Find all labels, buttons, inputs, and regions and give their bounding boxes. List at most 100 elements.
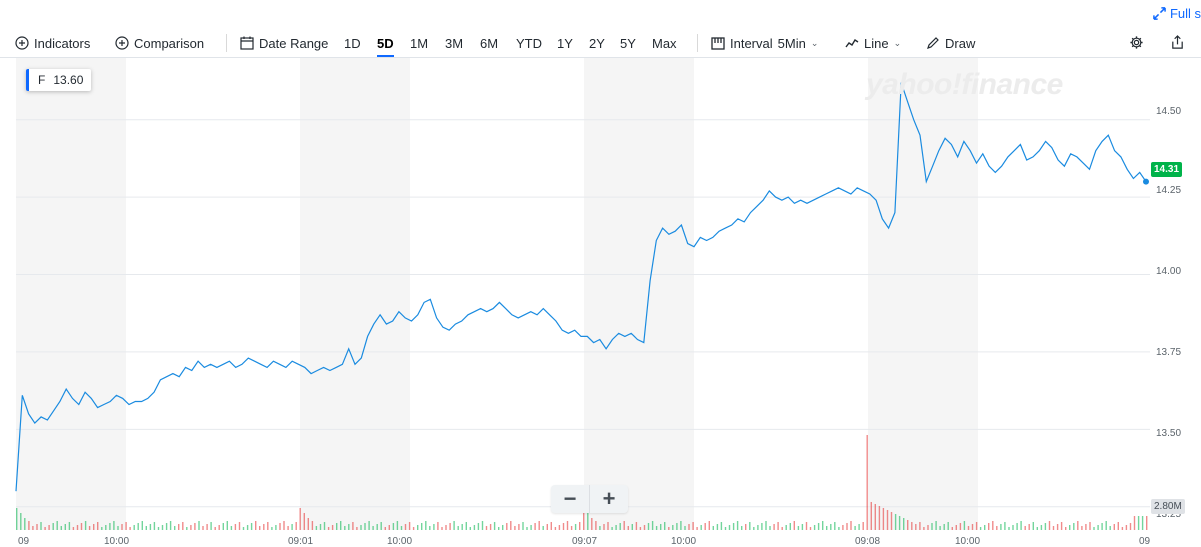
volume-bar xyxy=(664,522,666,530)
calendar-icon xyxy=(240,36,254,50)
range-5y[interactable]: 5Y xyxy=(620,35,636,51)
volume-bar xyxy=(619,523,621,530)
volume-bar xyxy=(311,521,314,530)
volume-bar xyxy=(611,527,613,530)
volume-bar xyxy=(672,525,674,530)
volume-bar xyxy=(279,523,281,530)
volume-bar xyxy=(133,525,135,530)
settings-button[interactable] xyxy=(1129,35,1144,53)
chevron-down-icon: ⌄ xyxy=(810,37,819,48)
chart-type-dropdown[interactable]: Line ⌄ xyxy=(845,30,901,56)
volume-bar xyxy=(165,523,168,530)
legend-symbol: F xyxy=(38,73,46,87)
volume-bar xyxy=(874,504,876,530)
range-max[interactable]: Max xyxy=(652,35,677,51)
volume-bar xyxy=(627,526,629,530)
volume-bar xyxy=(161,525,164,530)
volume-bar xyxy=(992,521,994,530)
volume-bar xyxy=(947,522,949,530)
volume-bar xyxy=(708,521,710,530)
range-2y[interactable]: 2Y xyxy=(589,35,605,51)
volume-bar xyxy=(101,527,103,530)
gear-icon xyxy=(1130,36,1143,49)
volume-bar xyxy=(591,518,593,530)
volume-bar xyxy=(935,521,937,530)
volume-bar xyxy=(56,521,58,530)
volume-bar xyxy=(700,525,702,530)
volume-bar xyxy=(898,516,901,530)
volume-bar xyxy=(52,523,54,530)
volume-bar xyxy=(425,521,427,530)
volume-bar xyxy=(246,525,249,530)
volume-bar xyxy=(692,522,694,530)
volume-bar xyxy=(951,527,953,530)
volume-bar xyxy=(1077,521,1079,530)
range-1y[interactable]: 1Y xyxy=(557,35,573,51)
volume-bar xyxy=(1040,525,1043,530)
volume-bar xyxy=(445,525,447,530)
volume-bar xyxy=(566,521,569,530)
plus-circle-icon xyxy=(115,36,129,50)
volume-bar xyxy=(137,523,139,530)
volume-bar xyxy=(485,526,488,530)
volume-bar xyxy=(688,524,690,530)
volume-bar xyxy=(396,521,399,530)
volume-bar xyxy=(603,524,605,530)
comparison-label: Comparison xyxy=(134,35,205,51)
volume-bar xyxy=(728,525,731,530)
range-5d[interactable]: 5D xyxy=(377,30,394,57)
volume-bar xyxy=(607,522,609,530)
date-range-button[interactable]: Date Range xyxy=(240,30,328,56)
volume-bar xyxy=(1121,527,1124,530)
range-6m[interactable]: 6M xyxy=(480,35,499,51)
volume-bar xyxy=(36,524,38,530)
volume-bar xyxy=(242,527,245,530)
session-band xyxy=(868,58,978,530)
volume-bar xyxy=(822,521,824,530)
volume-bar xyxy=(48,525,50,530)
volume-bar xyxy=(1065,527,1067,530)
volume-bar xyxy=(550,522,552,530)
volume-bar xyxy=(583,508,585,530)
volume-bar xyxy=(417,525,419,530)
volume-bar xyxy=(830,524,832,530)
fullscreen-button[interactable]: Full s xyxy=(1153,6,1201,21)
volume-bar xyxy=(817,523,820,530)
y-tick-label: 14.50 xyxy=(1156,106,1182,117)
range-1m[interactable]: 1M xyxy=(410,35,429,51)
draw-button[interactable]: Draw xyxy=(926,30,975,56)
volume-bar xyxy=(404,524,407,530)
share-button[interactable] xyxy=(1170,35,1185,53)
range-3m[interactable]: 3M xyxy=(445,35,464,51)
interval-dropdown[interactable]: Interval 5Min ⌄ xyxy=(711,30,818,56)
volume-bar xyxy=(655,526,658,530)
range-ytd[interactable]: YTD xyxy=(516,35,542,51)
volume-bar xyxy=(429,526,431,530)
range-1d[interactable]: 1D xyxy=(344,35,361,51)
share-icon xyxy=(1172,35,1183,49)
volume-bar xyxy=(113,521,115,530)
volume-bar xyxy=(149,524,152,530)
zoom-in-button[interactable]: + xyxy=(589,485,628,513)
volume-bar xyxy=(190,525,192,530)
series-legend[interactable]: F 13.60 xyxy=(26,69,92,91)
chart-area[interactable]: yahoo!finance F 13.60 14.50 14.25 14.00 … xyxy=(0,57,1201,547)
volume-bar xyxy=(797,526,800,530)
volume-bar xyxy=(364,523,366,530)
session-band xyxy=(584,58,694,530)
volume-bar xyxy=(68,522,71,530)
volume-bar xyxy=(182,522,184,530)
volume-bar xyxy=(400,526,403,530)
comparison-button[interactable]: Comparison xyxy=(115,30,204,56)
volume-bar xyxy=(801,524,804,530)
volume-bar xyxy=(510,521,512,530)
volume-bar xyxy=(963,521,966,530)
toolbar-divider xyxy=(697,34,698,52)
zoom-out-button[interactable]: − xyxy=(563,486,577,511)
volume-bar xyxy=(704,523,706,530)
volume-bar xyxy=(1024,526,1026,530)
volume-bar xyxy=(1036,527,1038,530)
volume-bar xyxy=(32,526,34,530)
indicators-button[interactable]: Indicators xyxy=(15,30,90,56)
volume-bar xyxy=(660,524,662,530)
